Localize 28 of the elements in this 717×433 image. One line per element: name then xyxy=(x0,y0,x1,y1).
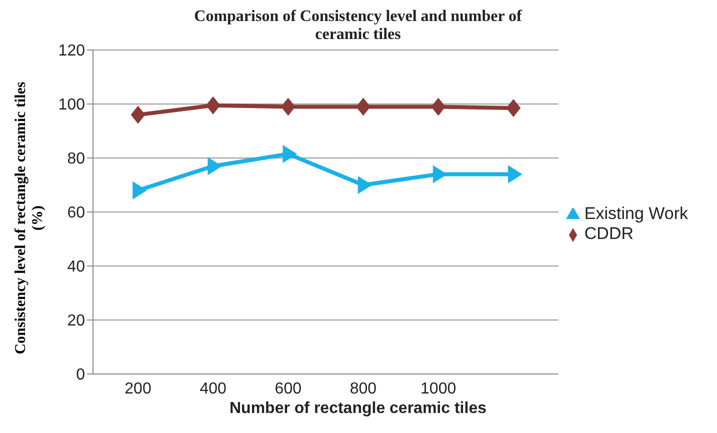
x-tick-label: 600 xyxy=(274,380,302,398)
y-tick-label: 60 xyxy=(67,204,86,222)
y-tick-label: 0 xyxy=(76,366,86,384)
point xyxy=(130,106,146,124)
y-tick-label: 40 xyxy=(67,258,86,276)
x-tick-label: 1000 xyxy=(420,380,456,398)
y-tick-label: 20 xyxy=(67,312,86,330)
point xyxy=(132,181,147,200)
x-tick-label: 800 xyxy=(350,380,377,398)
point xyxy=(506,99,521,118)
y-tick-label: 100 xyxy=(58,96,86,114)
point xyxy=(282,144,298,163)
y-axis-title: Consistency level of rectangle ceramic tiles (%) xyxy=(13,80,47,356)
point xyxy=(431,98,446,116)
point xyxy=(206,96,220,114)
y-tick-label: 80 xyxy=(67,150,86,168)
point xyxy=(356,98,370,116)
point xyxy=(208,157,222,176)
legend-label: CDDR xyxy=(584,224,634,243)
legend-label: Existing Work xyxy=(584,204,688,223)
point xyxy=(358,176,372,194)
point xyxy=(508,165,522,184)
x-tick-label: 400 xyxy=(200,380,227,398)
chart-title: Comparison of Consistency level and number of ceramic tiles xyxy=(193,8,523,44)
x-axis-title: Number of rectangle ceramic tiles xyxy=(228,400,488,418)
point xyxy=(280,98,296,116)
y-tick-label: 120 xyxy=(58,42,86,60)
x-tick-label: 200 xyxy=(124,380,152,398)
